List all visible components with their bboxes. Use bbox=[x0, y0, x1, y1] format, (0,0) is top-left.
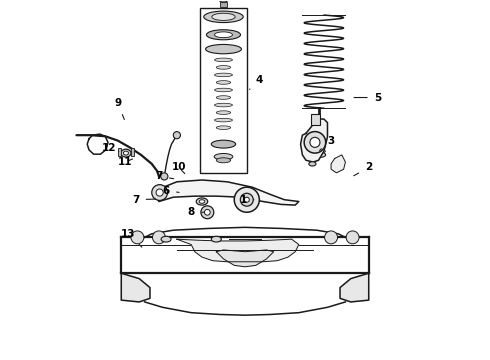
Circle shape bbox=[304, 132, 326, 153]
Text: 5: 5 bbox=[354, 93, 381, 103]
Text: 9: 9 bbox=[114, 98, 124, 120]
Ellipse shape bbox=[219, 0, 228, 2]
Ellipse shape bbox=[214, 153, 233, 160]
Polygon shape bbox=[331, 155, 345, 173]
Ellipse shape bbox=[205, 44, 242, 54]
Text: 3: 3 bbox=[319, 136, 335, 150]
Text: 11: 11 bbox=[118, 157, 132, 167]
Text: 13: 13 bbox=[121, 229, 142, 247]
Circle shape bbox=[131, 231, 144, 244]
Ellipse shape bbox=[216, 96, 231, 99]
Ellipse shape bbox=[212, 13, 235, 21]
Ellipse shape bbox=[215, 32, 232, 38]
Ellipse shape bbox=[215, 118, 232, 122]
Polygon shape bbox=[300, 119, 327, 162]
Bar bbox=[118, 148, 121, 156]
Text: 6: 6 bbox=[163, 186, 179, 196]
Circle shape bbox=[161, 173, 168, 180]
Ellipse shape bbox=[211, 236, 221, 242]
Ellipse shape bbox=[121, 149, 131, 157]
Circle shape bbox=[204, 210, 210, 215]
Circle shape bbox=[346, 231, 359, 244]
Ellipse shape bbox=[215, 58, 232, 62]
Text: 7: 7 bbox=[132, 195, 156, 205]
Circle shape bbox=[156, 189, 163, 196]
Ellipse shape bbox=[216, 126, 231, 130]
Polygon shape bbox=[177, 239, 299, 262]
Ellipse shape bbox=[196, 198, 208, 205]
Ellipse shape bbox=[211, 140, 236, 148]
Circle shape bbox=[310, 137, 320, 147]
Ellipse shape bbox=[312, 150, 318, 153]
Ellipse shape bbox=[215, 73, 232, 77]
Text: 4: 4 bbox=[249, 75, 263, 89]
Ellipse shape bbox=[215, 103, 232, 107]
Ellipse shape bbox=[215, 88, 232, 92]
Ellipse shape bbox=[161, 236, 171, 242]
Ellipse shape bbox=[309, 162, 316, 166]
Ellipse shape bbox=[123, 151, 128, 155]
Text: 7: 7 bbox=[155, 171, 173, 181]
Ellipse shape bbox=[216, 111, 231, 114]
Ellipse shape bbox=[216, 81, 231, 84]
Circle shape bbox=[245, 197, 249, 202]
Ellipse shape bbox=[216, 158, 231, 163]
Text: 2: 2 bbox=[354, 162, 372, 176]
Ellipse shape bbox=[204, 11, 243, 23]
Circle shape bbox=[324, 231, 338, 244]
Text: 12: 12 bbox=[101, 143, 119, 153]
Ellipse shape bbox=[311, 152, 326, 158]
Polygon shape bbox=[216, 250, 274, 267]
Text: 10: 10 bbox=[172, 162, 186, 174]
Text: 8: 8 bbox=[188, 207, 204, 217]
Ellipse shape bbox=[199, 200, 205, 203]
Circle shape bbox=[173, 132, 180, 139]
Circle shape bbox=[234, 187, 259, 212]
Circle shape bbox=[152, 231, 166, 244]
Polygon shape bbox=[155, 180, 299, 205]
Circle shape bbox=[201, 206, 214, 219]
Bar bbox=[220, 2, 227, 7]
Bar bbox=[200, 8, 247, 173]
Bar bbox=[131, 148, 134, 156]
Polygon shape bbox=[340, 273, 368, 302]
Circle shape bbox=[152, 185, 168, 201]
Ellipse shape bbox=[319, 150, 325, 153]
Polygon shape bbox=[122, 273, 150, 302]
Ellipse shape bbox=[206, 30, 241, 40]
Text: 1: 1 bbox=[240, 195, 254, 205]
Circle shape bbox=[240, 193, 253, 206]
Bar bbox=[311, 114, 320, 125]
Ellipse shape bbox=[216, 66, 231, 69]
